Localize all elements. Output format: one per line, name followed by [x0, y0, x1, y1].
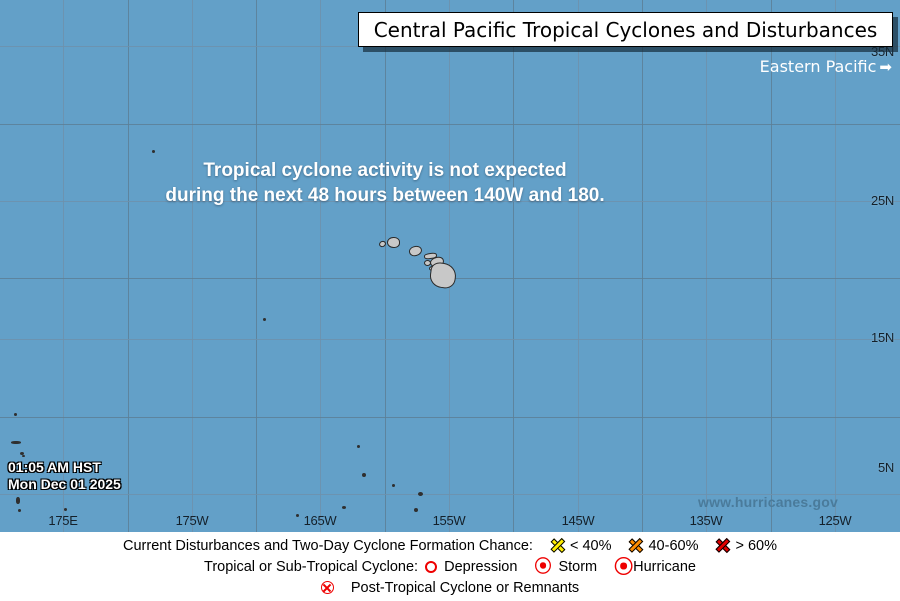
- eastern-pacific-link[interactable]: Eastern Pacific ➡: [760, 57, 892, 76]
- atoll-speck: [362, 473, 366, 477]
- atoll-speck: [11, 441, 21, 444]
- post-tropical-icon: [320, 581, 334, 594]
- page-title-box: Central Pacific Tropical Cyclones and Di…: [358, 12, 893, 47]
- lon-label-165w: 165W: [303, 513, 337, 528]
- atoll-speck: [18, 509, 21, 512]
- gridline-vertical: [63, 0, 64, 532]
- depression-ring-icon: [425, 560, 438, 573]
- outlook-headline: Tropical cyclone activity is not expecte…: [0, 158, 770, 208]
- atoll-speck: [296, 514, 299, 517]
- legend-hurricane-label: Hurricane: [633, 558, 696, 575]
- atoll-speck: [22, 455, 25, 457]
- lon-label-145w: 145W: [561, 513, 595, 528]
- legend-row-cyclone-types: Tropical or Sub-Tropical Cyclone: Depres…: [0, 556, 900, 577]
- atoll-speck: [14, 413, 17, 416]
- x-mark-icon-low: [550, 538, 565, 553]
- gridline-vertical: [706, 0, 707, 532]
- page-title: Central Pacific Tropical Cyclones and Di…: [373, 17, 878, 42]
- outlook-headline-line1: Tropical cyclone activity is not expecte…: [203, 160, 567, 181]
- gridline-horizontal: [0, 339, 900, 340]
- lat-label-35n: 35N: [871, 44, 894, 59]
- legend-depression-label: Depression: [444, 558, 518, 575]
- atoll-speck: [357, 445, 360, 448]
- eastern-pacific-label: Eastern Pacific: [759, 57, 877, 76]
- atoll-speck: [392, 484, 395, 487]
- lon-label-125w: 125W: [818, 513, 852, 528]
- issuance-time: 01:05 AM HST: [8, 459, 101, 475]
- island-kauai: [387, 237, 400, 248]
- x-mark-icon-high: [715, 538, 731, 553]
- hurricane-cyclone-icon: ⦿: [614, 555, 634, 578]
- legend-formation-chance-label: Current Disturbances and Two-Day Cyclone…: [123, 537, 533, 554]
- legend-storm-label: Storm: [558, 558, 598, 575]
- atoll-speck: [414, 508, 418, 512]
- arrow-right-icon: ➡: [879, 58, 892, 76]
- legend-post-tropical-label: Post-Tropical Cyclone or Remnants: [350, 579, 580, 596]
- atoll-speck: [418, 492, 423, 496]
- issuance-date: Mon Dec 01 2025: [8, 476, 121, 492]
- lon-label-155w: 155W: [432, 513, 466, 528]
- gridline-vertical: [513, 0, 514, 532]
- map-canvas[interactable]: 35N 25N 15N 5N 175E 175W 165W 155W 145W …: [0, 0, 900, 532]
- gridline-vertical: [385, 0, 386, 532]
- gridline-horizontal: [0, 494, 900, 495]
- legend-chance-medium-label: 40-60%: [648, 537, 699, 554]
- gridline-vertical: [578, 0, 579, 532]
- gridline-vertical: [256, 0, 257, 532]
- gridline-horizontal: [0, 417, 900, 418]
- gridline-horizontal: [0, 201, 900, 202]
- lon-label-175w: 175W: [175, 513, 209, 528]
- lon-label-135w: 135W: [689, 513, 723, 528]
- lat-label-25n: 25N: [871, 193, 894, 208]
- lat-label-5n: 5N: [877, 460, 894, 475]
- atoll-speck: [342, 506, 346, 509]
- atoll-speck: [64, 508, 67, 511]
- gridline-vertical: [192, 0, 193, 532]
- lon-label-175e: 175E: [48, 513, 78, 528]
- legend-row-post-tropical: Post-Tropical Cyclone or Remnants: [0, 577, 900, 598]
- gridline-vertical: [320, 0, 321, 532]
- storm-cyclone-icon: ⦿: [534, 556, 552, 577]
- map-legend: Current Disturbances and Two-Day Cyclone…: [0, 532, 900, 601]
- gridline-vertical: [128, 0, 129, 532]
- legend-cyclone-label: Tropical or Sub-Tropical Cyclone:: [204, 558, 419, 575]
- legend-row-formation-chance: Current Disturbances and Two-Day Cyclone…: [0, 535, 900, 556]
- legend-chance-low-label: < 40%: [569, 537, 612, 554]
- atoll-speck: [263, 318, 266, 321]
- island-oahu: [407, 244, 424, 258]
- outlook-headline-line2: during the next 48 hours between 140W an…: [165, 185, 605, 206]
- x-mark-icon-medium: [628, 538, 644, 553]
- gridline-vertical: [642, 0, 643, 532]
- gridline-vertical: [835, 0, 836, 532]
- gridline-vertical: [771, 0, 772, 532]
- gridline-horizontal: [0, 124, 900, 125]
- island-hawaii-big-island: [428, 261, 458, 290]
- issuance-timestamp: 01:05 AM HST Mon Dec 01 2025: [8, 459, 121, 493]
- watermark: www.hurricanes.gov: [697, 494, 838, 510]
- atoll-speck: [152, 150, 155, 153]
- atoll-speck: [16, 497, 20, 504]
- atoll-speck: [20, 452, 24, 455]
- legend-chance-high-label: > 60%: [735, 537, 777, 554]
- lat-label-15n: 15N: [871, 330, 894, 345]
